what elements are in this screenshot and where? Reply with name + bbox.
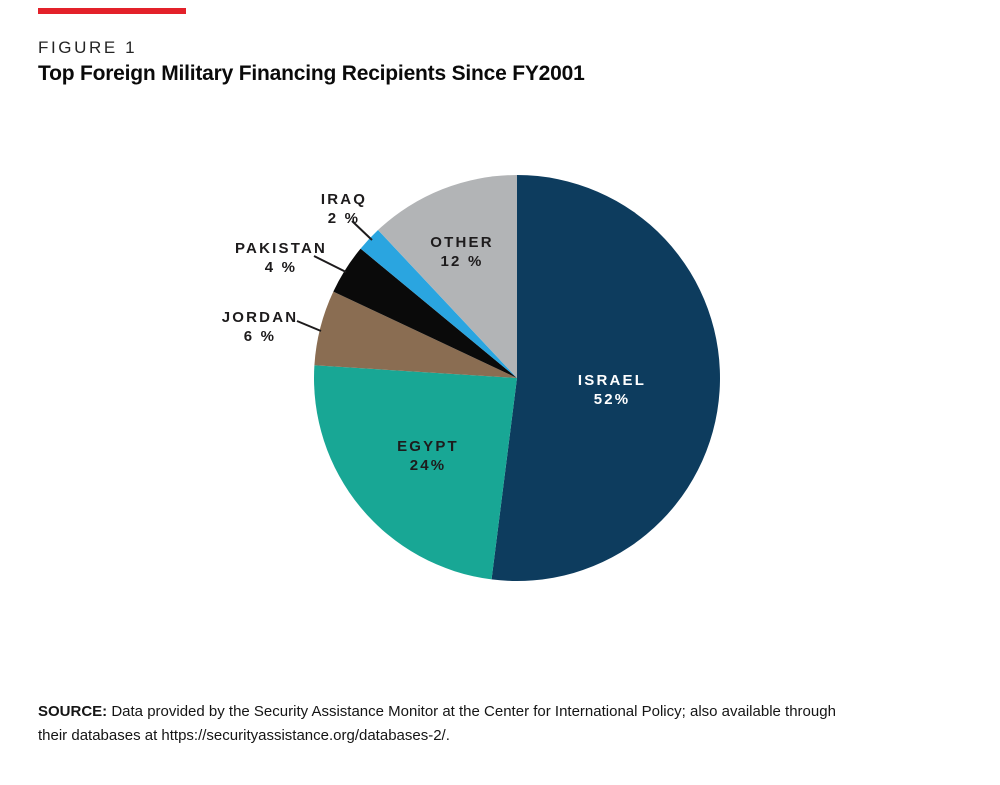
pie-label-iraq: IRAQ	[321, 191, 367, 208]
pie-label-other: OTHER	[430, 234, 494, 251]
pie-label-jordan: JORDAN	[222, 309, 299, 326]
pie-label-pakistan: PAKISTAN	[235, 240, 327, 257]
pie-value-israel: 52%	[594, 391, 631, 408]
pie-label-israel: ISRAEL	[578, 372, 646, 389]
pie-slice-other	[378, 175, 517, 378]
pie-slice-egypt	[313, 365, 517, 580]
source-label: SOURCE:	[38, 703, 108, 720]
source-text-line2: their databases at https://securityassis…	[38, 727, 450, 744]
figure-number-label: FIGURE 1	[38, 38, 138, 57]
pie-value-iraq: 2 %	[328, 210, 360, 227]
source-line-1: SOURCE: Data provided by the Security As…	[38, 700, 968, 724]
leader-line-iraq	[351, 220, 373, 241]
figure-title: Top Foreign Military Financing Recipient…	[38, 62, 585, 85]
pie-slice-israel	[491, 175, 720, 581]
source-note: SOURCE: Data provided by the Security As…	[38, 700, 968, 748]
pie-value-jordan: 6 %	[244, 328, 276, 345]
leader-line-pakistan	[313, 255, 347, 273]
pie-value-pakistan: 4 %	[265, 259, 297, 276]
pie-value-other: 12 %	[441, 253, 484, 270]
leader-line-jordan	[296, 320, 322, 332]
figure-accent-bar	[38, 8, 186, 14]
pie-label-egypt: EGYPT	[397, 438, 459, 455]
pie-value-egypt: 24%	[410, 457, 447, 474]
pie-slice-iraq	[360, 230, 517, 378]
source-text-line1: Data provided by the Security Assistance…	[111, 703, 836, 720]
pie-slice-jordan	[314, 291, 517, 378]
pie-slice-pakistan	[333, 248, 517, 378]
